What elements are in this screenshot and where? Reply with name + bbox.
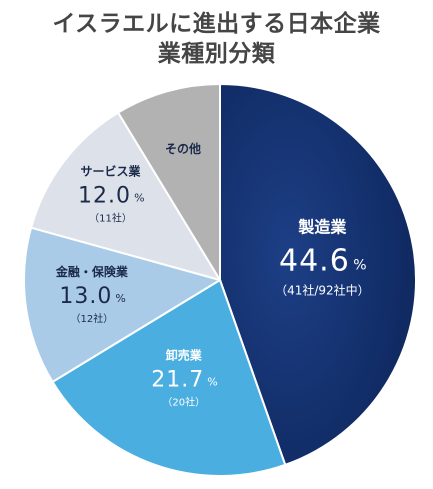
chart-title-line2: 業種別分類 [157, 41, 276, 67]
pie-slices [23, 83, 418, 477]
slice-note-manufacturing: （41社/92社中） [275, 283, 370, 298]
slice-name-services: サービス業 [80, 163, 141, 178]
slice-note-wholesale: （20社） [162, 396, 205, 409]
pie-slice-wholesale [51, 279, 287, 477]
slice-label-finance-insurance: 金融・保険業 13.0 %（12社） [55, 264, 129, 325]
pie-slice-services [30, 111, 221, 281]
slice-unit-finance-insurance: % [115, 292, 125, 305]
pie-slice-finance-insurance [23, 226, 221, 383]
chart-title-line1: イスラエルに進出する日本企業 [52, 11, 381, 37]
slice-label-manufacturing: 製造業 44.6 % （41社/92社中） [275, 218, 370, 298]
slice-value-manufacturing: 44.6 [279, 244, 350, 279]
slice-name-wholesale: 卸売業 [166, 348, 203, 363]
slice-note-finance-insurance: （12社） [71, 312, 114, 325]
slice-label-other: その他 [165, 141, 201, 156]
slice-note-services: （11社） [89, 211, 132, 224]
slice-value-wholesale: 21.7 [151, 368, 204, 393]
slice-name-manufacturing: 製造業 [297, 218, 347, 237]
slice-value-finance-insurance: 13.0 [59, 284, 112, 309]
slice-unit-manufacturing: % [353, 258, 366, 274]
slice-value-services: 12.0 [78, 183, 131, 208]
slice-name-finance-insurance: 金融・保険業 [55, 264, 129, 279]
slice-unit-wholesale: % [207, 376, 217, 389]
slice-label-services: サービス業 12.0 %（11社） [78, 163, 145, 224]
pie-slice-other [117, 83, 221, 281]
pie-slice-manufacturing [219, 83, 418, 466]
slice-label-wholesale: 卸売業 21.7 %（20社） [151, 348, 217, 409]
slice-unit-services: % [134, 191, 144, 204]
slice-name-other: その他 [165, 141, 201, 156]
